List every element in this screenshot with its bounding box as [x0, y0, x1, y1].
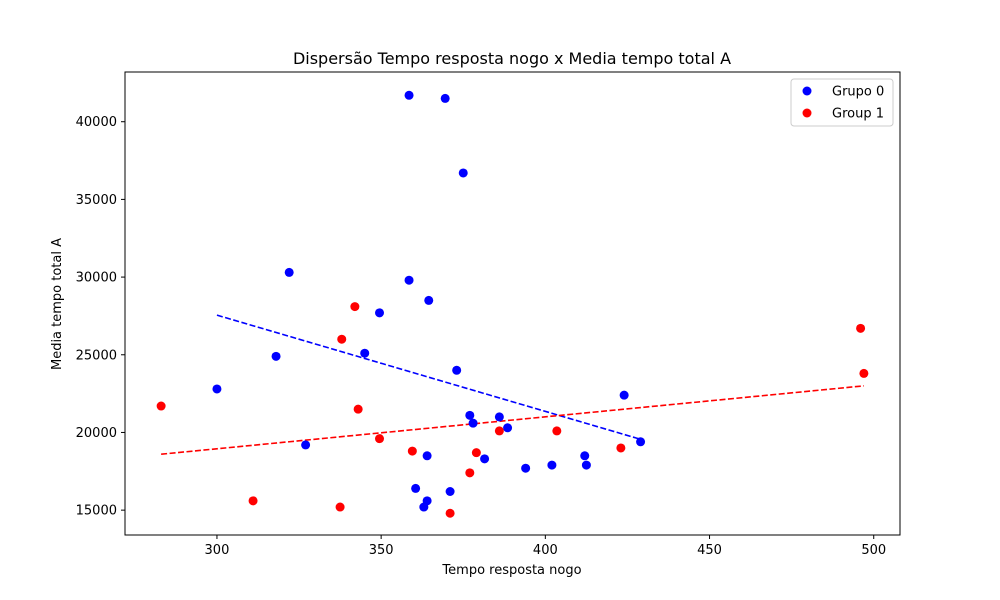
point-series-0 — [424, 295, 434, 305]
point-series-0 — [445, 486, 455, 496]
point-series-1 — [335, 502, 345, 512]
point-series-0 — [547, 460, 557, 470]
x-tick-label: 450 — [697, 543, 722, 558]
legend: Grupo 0 Group 1 — [790, 78, 894, 127]
point-series-1 — [156, 401, 166, 411]
point-series-0 — [494, 412, 504, 422]
y-tick-label: 30000 — [76, 271, 117, 286]
point-series-1 — [856, 323, 866, 333]
trendline-series-1 — [161, 385, 864, 456]
point-series-0 — [480, 454, 490, 464]
y-tick-label: 15000 — [76, 504, 117, 519]
point-series-1 — [494, 426, 504, 436]
point-series-0 — [468, 418, 478, 428]
point-series-0 — [419, 502, 429, 512]
point-series-1 — [375, 434, 385, 444]
y-tick-label: 25000 — [76, 348, 117, 363]
point-series-0 — [301, 440, 311, 450]
plot-area — [125, 72, 900, 535]
point-series-1 — [616, 443, 626, 453]
x-axis-label: Tempo resposta nogo — [441, 563, 581, 578]
point-series-0 — [636, 437, 646, 447]
y-axis: 15000 20000 25000 30000 35000 40000 — [76, 115, 125, 519]
x-tick-label: 300 — [205, 543, 230, 558]
point-series-0 — [465, 410, 475, 420]
x-tick-label: 400 — [533, 543, 558, 558]
data-points — [156, 90, 869, 518]
legend-marker — [802, 86, 812, 96]
point-series-0 — [422, 451, 432, 461]
point-series-0 — [284, 267, 294, 277]
legend-marker — [802, 108, 812, 118]
x-tick-label: 500 — [861, 543, 886, 558]
y-tick-label: 40000 — [76, 115, 117, 130]
point-series-1 — [552, 426, 562, 436]
legend-label: Grupo 0 — [832, 85, 884, 100]
point-series-1 — [471, 448, 481, 458]
trendline-series-0 — [216, 314, 641, 441]
point-series-1 — [465, 468, 475, 478]
point-series-0 — [458, 168, 468, 178]
y-axis-label: Media tempo total A — [50, 238, 65, 370]
x-tick-label: 350 — [369, 543, 394, 558]
point-series-0 — [404, 275, 414, 285]
point-series-1 — [337, 334, 347, 344]
point-series-0 — [452, 365, 462, 375]
x-axis: 300 350 400 450 500 — [205, 535, 886, 558]
point-series-0 — [360, 348, 370, 358]
y-tick-label: 35000 — [76, 193, 117, 208]
point-series-1 — [859, 368, 869, 378]
point-series-0 — [411, 483, 421, 493]
point-series-1 — [445, 508, 455, 518]
chart-title: Dispersão Tempo resposta nogo x Media te… — [293, 49, 731, 68]
plot-frame — [124, 71, 901, 536]
point-series-0 — [619, 390, 629, 400]
point-series-0 — [580, 451, 590, 461]
point-series-1 — [353, 404, 363, 414]
trendlines — [161, 314, 864, 456]
point-series-0 — [271, 351, 281, 361]
point-series-0 — [212, 384, 222, 394]
point-series-1 — [248, 496, 258, 506]
point-series-1 — [350, 302, 360, 312]
point-series-0 — [375, 308, 385, 318]
point-series-0 — [404, 90, 414, 100]
point-series-0 — [581, 460, 591, 470]
point-series-0 — [440, 93, 450, 103]
point-series-0 — [503, 423, 513, 433]
legend-box — [790, 78, 894, 127]
y-tick-label: 20000 — [76, 426, 117, 441]
point-series-0 — [521, 463, 531, 473]
legend-label: Group 1 — [832, 107, 884, 122]
point-series-1 — [407, 446, 417, 456]
